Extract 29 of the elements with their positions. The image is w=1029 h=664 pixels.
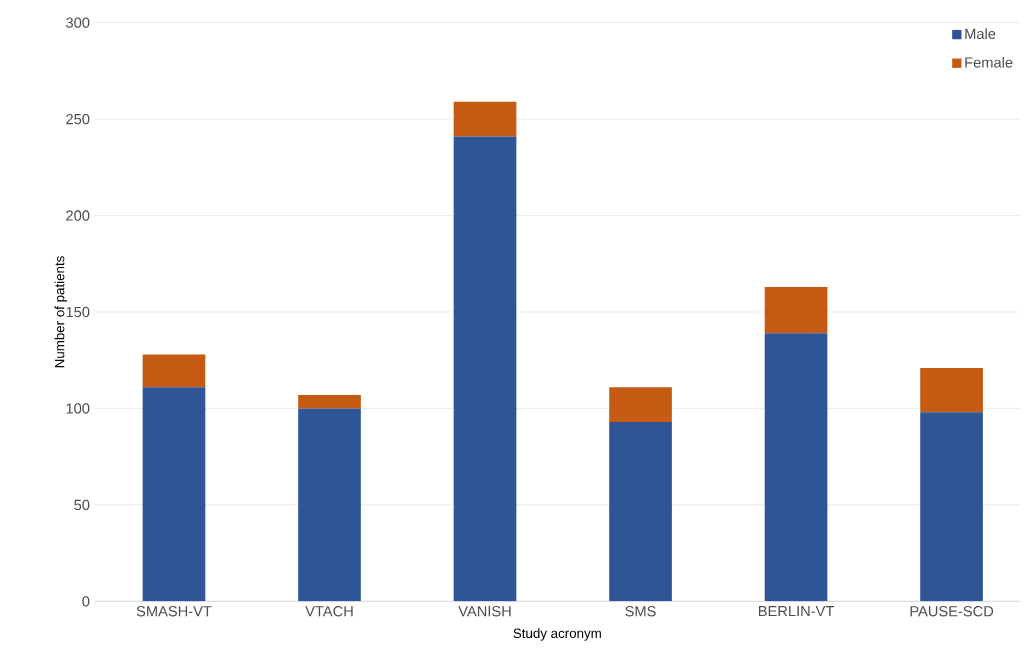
bar [764,286,828,334]
y-tick-label: 300 [66,17,90,28]
x-tick-label: SMS [625,606,656,617]
y-tick-label: 200 [66,210,90,221]
bar [764,333,828,602]
x-tick-label: PAUSE-SCD [910,606,994,617]
bar [920,367,983,413]
bar [298,408,361,602]
bar [453,101,517,137]
y-tick-label: 0 [82,596,90,607]
bar [298,394,361,409]
y-tick-label: 100 [66,403,90,414]
bar [142,387,206,602]
bar [609,421,672,602]
y-tick-label: 250 [66,113,90,125]
legend-label: Male [965,28,996,40]
y-axis-title: Number of patients [54,256,67,368]
bar [142,354,206,388]
x-tick-label: SMASH-VT [136,606,212,617]
bar [609,387,672,422]
y-tick-label: 150 [66,306,90,318]
bar [920,412,983,602]
y-tick-label: 50 [74,499,90,511]
legend-label: Female [965,56,1013,68]
x-tick-label: VTACH [305,606,353,617]
bar [453,136,517,602]
x-axis-title: Study acronym [513,628,601,641]
x-tick-label: BERLIN-VT [758,606,834,617]
x-tick-label: VANISH [458,606,511,617]
